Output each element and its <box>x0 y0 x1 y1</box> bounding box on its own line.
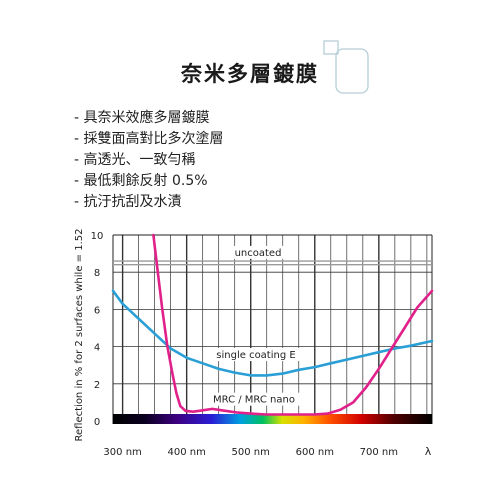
x-tick-label: 400 nm <box>167 447 205 458</box>
series-label-background <box>208 392 300 406</box>
single-coating-series-label: single coating E <box>216 350 295 361</box>
square-outline-icon <box>323 40 339 55</box>
plot-area: 0 2 4 6 8 10 300 nm 400 nm 500 nm 600 nm 700 nm λ un… <box>91 231 434 458</box>
y-axis-label: Reflection in % for 2 surfaces while = 1… <box>74 229 85 442</box>
reflection-chart: 0 2 4 6 8 10 300 nm 400 nm 500 nm 600 nm 700 nm λ un… <box>74 229 434 458</box>
y-tick-label: 8 <box>94 268 100 279</box>
decorative-squares <box>323 40 369 94</box>
y-tick-label: 0 <box>94 417 100 428</box>
feature-item: 抗汙抗刮及水漬 <box>74 192 224 213</box>
x-tick-label: 300 nm <box>103 447 141 458</box>
y-tick-label: 2 <box>94 380 100 391</box>
series-label-background <box>230 245 286 259</box>
series-label-background <box>204 348 308 362</box>
mrc-nano-curve <box>152 233 434 416</box>
x-tick-label: 500 nm <box>232 447 270 458</box>
x-axis-label: λ <box>425 445 432 458</box>
feature-item: 具奈米效應多層鍍膜 <box>74 108 224 129</box>
uncoated-series-label: uncoated <box>235 248 282 259</box>
y-tick-label: 4 <box>94 343 100 354</box>
y-tick-label: 10 <box>91 231 104 242</box>
feature-item: 採雙面高對比多次塗層 <box>74 129 224 150</box>
page-title: 奈米多層鍍膜 <box>181 62 319 86</box>
feature-item: 高透光、一致勻稱 <box>74 150 224 171</box>
rounded-square-icon <box>335 48 369 94</box>
feature-list: 具奈米效應多層鍍膜 採雙面高對比多次塗層 高透光、一致勻稱 最低剩餘反射 0.5… <box>74 108 224 213</box>
spectrum-bar <box>113 414 432 424</box>
y-tick-label: 6 <box>94 305 100 316</box>
mrc-nano-series-label: MRC / MRC nano <box>213 395 295 406</box>
x-tick-label: 700 nm <box>360 447 398 458</box>
x-tick-label: 600 nm <box>296 447 334 458</box>
single-coating-curve <box>111 289 434 377</box>
feature-item: 最低剩餘反射 0.5% <box>74 171 224 192</box>
